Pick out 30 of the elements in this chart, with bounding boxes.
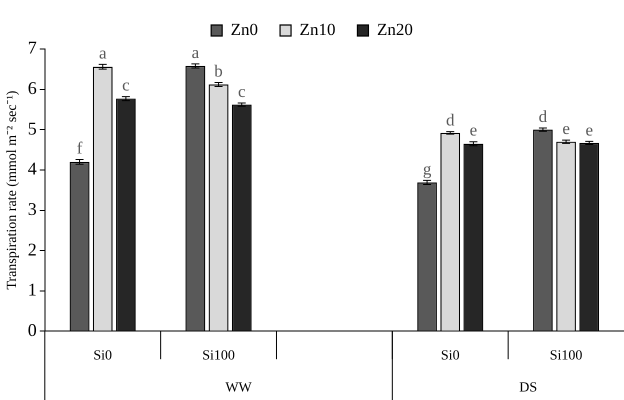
y-tick-label: 0	[28, 320, 37, 340]
text: DS	[519, 380, 538, 396]
data-label: c	[238, 82, 246, 101]
x-tick-label: Si100	[550, 348, 582, 364]
legend-label: Zn0	[230, 20, 258, 39]
y-tick-label: 4	[28, 158, 37, 179]
data-label: a	[98, 43, 107, 62]
y-tick-label: 1	[28, 280, 37, 300]
y-tick-label: 7	[28, 38, 37, 58]
data-label: d	[446, 110, 455, 130]
x-tick-label: Si0	[93, 348, 112, 364]
data-label: d	[538, 106, 548, 126]
y-axis-title: Transpiration rate (mmol m⁻² sec⁻¹)	[5, 90, 20, 290]
text: WW	[225, 380, 253, 396]
data-label: c	[122, 76, 130, 95]
x-tick-label: Si0	[440, 348, 460, 364]
data-label: a	[192, 42, 200, 62]
data-label: g	[422, 159, 432, 178]
legend-label: Zn10	[300, 20, 336, 39]
data-label: e	[470, 120, 478, 140]
data-label: f	[76, 138, 83, 158]
x-tick-label: Si100	[202, 348, 235, 364]
legend-label: Zn20	[376, 20, 413, 39]
y-tick-label: 6	[28, 78, 37, 98]
data-label: b	[214, 61, 223, 80]
y-tick-label: 3	[28, 198, 37, 219]
data-label: e	[562, 119, 570, 138]
y-tick-label: 5	[28, 118, 37, 138]
y-tick-label: 2	[28, 239, 37, 260]
data-label: e	[585, 120, 594, 140]
